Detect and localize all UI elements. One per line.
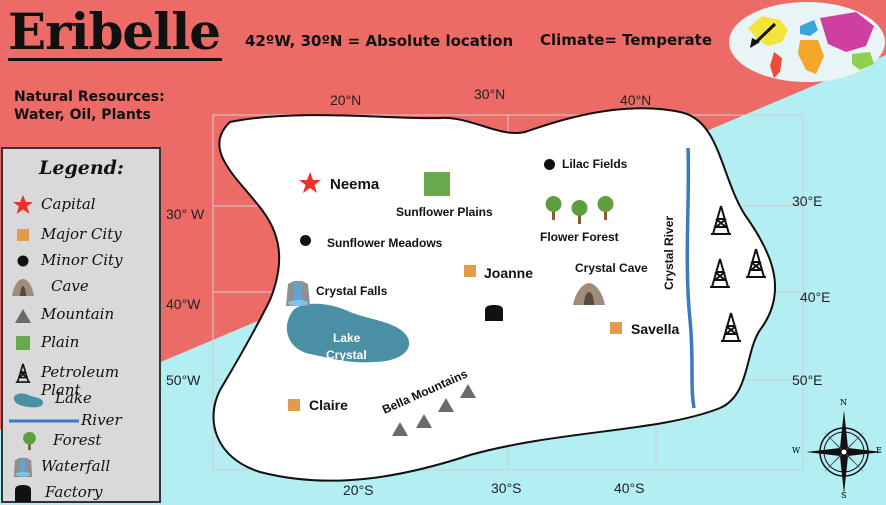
legend-label: Mountain [41, 305, 115, 323]
legend-item-mountain: Mountain [3, 303, 161, 327]
factory-icon [485, 305, 503, 321]
legend-label: Forest [53, 431, 102, 449]
place-claire: Claire [309, 397, 348, 413]
dot-icon [17, 255, 29, 267]
legend-item-major-city: Major City [3, 223, 161, 247]
legend-item-petroleum-plant: Petroleum Plant [3, 361, 161, 399]
mountain-icon [15, 309, 31, 323]
legend-panel: Legend: Capital Major City Minor City Ca… [1, 147, 161, 503]
grid-label-left-1: 30° W [166, 206, 205, 222]
tree-icon [23, 431, 36, 451]
compass-rose-icon [806, 410, 882, 494]
place-flower-forest: Flower Forest [540, 230, 619, 244]
place-crystal-river: Crystal River [662, 215, 676, 290]
legend-label: River [81, 411, 122, 429]
legend-item-capital: Capital [3, 193, 161, 217]
grid-label-top-1: 20°N [330, 92, 362, 108]
natural-resources-list: Water, Oil, Plants [14, 107, 151, 123]
place-lake-crystal-line1: Lake [333, 331, 361, 345]
oil-derrick-icon [721, 312, 741, 342]
grid-label-right-3: 50°E [792, 372, 823, 388]
compass-north-label: N [840, 398, 847, 407]
factory-icon [15, 485, 31, 502]
legend-item-lake: Lake [3, 387, 161, 411]
grid-label-bottom-1: 20°S [343, 482, 374, 498]
legend-label: Waterfall [41, 457, 111, 475]
cave-icon [12, 279, 34, 296]
oil-derrick-icon [711, 205, 731, 235]
minor-city-dot-icon [544, 159, 555, 170]
place-joanne: Joanne [484, 265, 534, 281]
square-icon [17, 229, 29, 241]
grid-label-right-1: 30°E [792, 193, 823, 209]
oil-derrick-icon [710, 258, 730, 288]
legend-item-forest: Forest [3, 429, 161, 453]
oil-derrick-icon [746, 248, 766, 278]
climate-text: Climate= Temperate [540, 31, 712, 49]
place-sunflower-plains: Sunflower Plains [396, 205, 493, 219]
waterfall-icon [13, 457, 33, 477]
legend-item-factory: Factory [3, 481, 161, 505]
absolute-location-text: 42ºW, 30ºN = Absolute location [245, 32, 514, 50]
grid-label-right-2: 40°E [800, 289, 831, 305]
legend-item-waterfall: Waterfall [3, 455, 161, 479]
plain-square-icon [424, 172, 450, 196]
legend-label: Lake [55, 389, 92, 407]
forest-trees-icon [545, 196, 614, 224]
legend-item-cave: Cave [3, 275, 161, 299]
place-savella: Savella [631, 321, 680, 337]
legend-item-plain: Plain [3, 331, 161, 355]
waterfall-icon [286, 281, 310, 306]
compass-west-label: W [792, 446, 801, 455]
oil-derrick-icon [15, 363, 31, 383]
grid-label-bottom-3: 40°S [614, 480, 645, 496]
bella-mountains-icon [392, 384, 476, 436]
legend-label: Cave [51, 277, 89, 295]
compass-south-label: S [841, 491, 847, 500]
crystal-river-line [685, 147, 696, 409]
lake-icon [13, 393, 44, 408]
place-lilac-fields: Lilac Fields [562, 157, 628, 171]
major-city-square-icon [610, 322, 622, 334]
place-sunflower-meadows: Sunflower Meadows [327, 236, 443, 250]
legend-label: Factory [45, 483, 103, 501]
compass-east-label: E [876, 446, 882, 455]
plain-icon [16, 336, 30, 350]
major-city-square-icon [464, 265, 476, 277]
natural-resources-heading: Natural Resources: [14, 89, 165, 105]
world-map-inset [729, 2, 885, 82]
island-landmass [212, 107, 776, 482]
legend-label: Plain [41, 333, 80, 351]
legend-item-river: River [3, 409, 161, 433]
legend-title: Legend: [39, 157, 124, 179]
place-neema: Neema [330, 176, 380, 193]
cave-icon [573, 283, 605, 305]
grid-label-left-2: 40°W [166, 296, 201, 312]
place-crystal-cave: Crystal Cave [575, 261, 648, 275]
map-title: Eribelle [8, 2, 221, 61]
legend-label: Minor City [41, 251, 123, 269]
major-city-square-icon [288, 399, 300, 411]
legend-label: Petroleum Plant [41, 363, 120, 399]
grid-label-top-2: 30°N [474, 86, 506, 102]
capital-star-icon [299, 172, 321, 193]
grid-label-top-3: 40°N [620, 92, 652, 108]
minor-city-dot-icon [300, 235, 311, 246]
legend-label: Major City [41, 225, 122, 243]
river-icon [9, 419, 79, 423]
title-underline [8, 58, 222, 61]
legend-label: Capital [41, 195, 96, 213]
star-icon [13, 195, 33, 214]
place-lake-crystal-line2: Crystal [326, 348, 367, 362]
lake-crystal-shape [286, 303, 410, 363]
grid-label-left-3: 50°W [166, 372, 201, 388]
legend-item-minor-city: Minor City [3, 249, 161, 273]
place-crystal-falls: Crystal Falls [316, 284, 388, 298]
grid-label-bottom-2: 30°S [491, 480, 522, 496]
